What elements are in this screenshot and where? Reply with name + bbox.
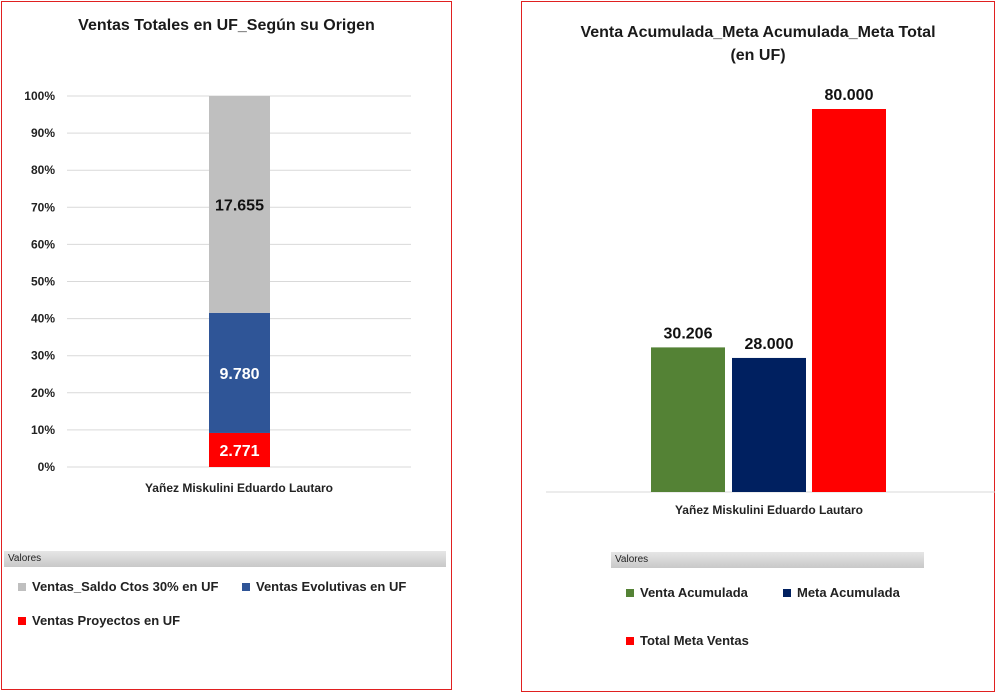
legend-label: Meta Acumulada (797, 585, 900, 600)
data-label: 17.655 (215, 197, 264, 214)
legend-header: Valores (611, 552, 924, 568)
data-label: 30.206 (664, 325, 713, 342)
y-tick-label: 10% (31, 423, 55, 437)
legend-swatch (18, 582, 26, 591)
legend-item-venta-acumulada[interactable]: Venta Acumulada (626, 585, 748, 600)
chart-panel-venta-meta: Venta Acumulada_Meta Acumulada_Meta Tota… (521, 1, 995, 692)
legend-item-meta-acumulada[interactable]: Meta Acumulada (783, 585, 900, 600)
y-tick-label: 20% (31, 386, 55, 400)
legend-swatch (626, 588, 634, 597)
bar (812, 109, 886, 492)
bar-segment (209, 312, 270, 433)
y-tick-label: 30% (31, 349, 55, 363)
y-tick-label: 100% (24, 89, 55, 103)
legend-label: Ventas Evolutivas en UF (256, 579, 407, 594)
data-label: 2.771 (219, 443, 259, 460)
y-tick-label: 70% (31, 200, 55, 214)
chart-title-line2: (en UF) (730, 47, 786, 64)
y-tick-label: 40% (31, 312, 55, 326)
bar-segment (209, 96, 270, 313)
chart-title-line1: Venta Acumulada_Meta Acumulada_Meta Tota… (580, 24, 936, 41)
legend-item-saldo[interactable]: Ventas_Saldo Ctos 30% en UF (18, 579, 218, 594)
bar-segment (209, 432, 270, 467)
legend-header: Valores (4, 551, 446, 567)
bar (651, 347, 725, 492)
data-label: 9.780 (219, 366, 259, 383)
legend-item-evolutivas[interactable]: Ventas Evolutivas en UF (242, 579, 406, 594)
chart-title: Ventas Totales en UF_Según su Origen (78, 17, 375, 34)
clustered-bar-chart: 30.206 28.000 80.000 Yañez Miskulini Eduard… (546, 87, 995, 517)
chart-panel-ventas-origen: Ventas Totales en UF_Según su Origen 0% 1… (1, 1, 452, 690)
x-category-label: Yañez Miskulini Eduardo Lautaro (675, 503, 863, 517)
legend-swatch (783, 588, 791, 597)
legend-label: Ventas_Saldo Ctos 30% en UF (32, 579, 219, 594)
legend-swatch (18, 616, 26, 625)
y-tick-label: 90% (31, 126, 55, 140)
data-label: 80.000 (825, 87, 874, 104)
legend-label: Venta Acumulada (640, 585, 748, 600)
y-tick-label: 50% (31, 275, 55, 289)
x-category-label: Yañez Miskulini Eduardo Lautaro (145, 481, 333, 495)
bar (732, 357, 806, 492)
y-tick-label: 0% (38, 460, 56, 474)
y-tick-label: 80% (31, 163, 55, 177)
legend-label: Ventas Proyectos en UF (32, 613, 181, 628)
legend-item-total-meta[interactable]: Total Meta Ventas (626, 633, 749, 648)
stacked-bar-chart: 0% 10% 20% 30% 40% 50% 60% 70% 80% 90% 100% 2.771 9.… (24, 89, 411, 495)
legend-swatch (626, 636, 634, 645)
y-tick-label: 60% (31, 237, 55, 251)
data-label: 28.000 (745, 336, 794, 353)
legend-label: Total Meta Ventas (640, 633, 749, 648)
legend-item-proyectos[interactable]: Ventas Proyectos en UF (18, 613, 180, 628)
legend-swatch (242, 582, 250, 591)
